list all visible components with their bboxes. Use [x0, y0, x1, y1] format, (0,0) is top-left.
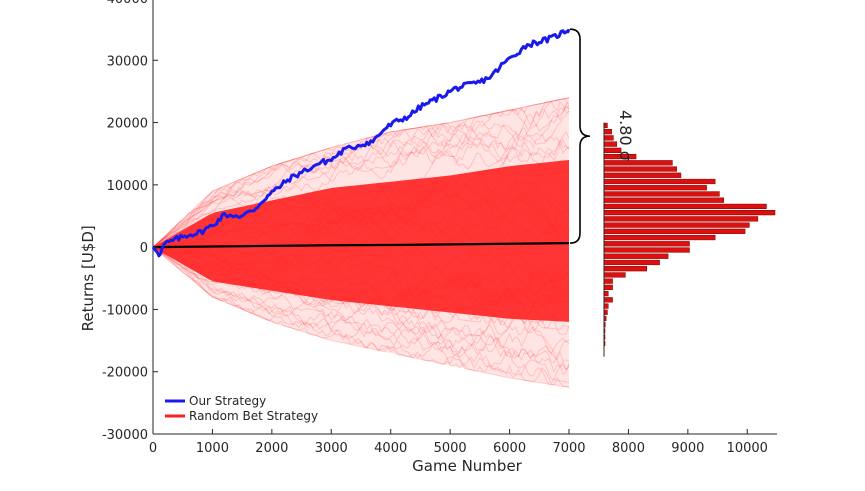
histogram-bar — [603, 228, 746, 234]
histogram-bar — [603, 309, 608, 315]
random-trace — [152, 110, 570, 248]
y-tick-label: 20000 — [107, 117, 148, 132]
histogram-bar — [603, 210, 776, 216]
legend: Our Strategy Random Bet Strategy — [165, 394, 318, 423]
histogram-bar — [603, 297, 613, 303]
our-strategy-line — [151, 28, 571, 258]
histogram-bar — [603, 203, 767, 210]
y-tick-label: -30000 — [102, 428, 148, 443]
x-tick-label: 6000 — [493, 441, 526, 456]
random-trace — [152, 105, 570, 248]
x-tick-label: 9000 — [671, 441, 704, 456]
histogram-bar — [603, 259, 660, 266]
x-tick-label: 1000 — [196, 441, 229, 456]
x-tick-label: 10000 — [727, 441, 768, 456]
random-trace — [152, 246, 570, 385]
y-tick-label: 0 — [140, 241, 148, 256]
histogram-bar — [603, 185, 707, 191]
random-trace — [152, 104, 570, 248]
random-trace — [152, 100, 570, 248]
random-trace — [152, 102, 570, 248]
x-tick-label: 7000 — [552, 441, 585, 456]
histogram-bar — [603, 129, 612, 135]
y-axis-label: Returns [U$D] — [79, 225, 97, 331]
y-tick-label: 10000 — [107, 179, 148, 194]
x-tick-label: 3000 — [315, 441, 348, 456]
x-tick-label: 0 — [149, 441, 157, 456]
random-trace — [152, 246, 570, 383]
sigma-annotation: 4.80 σ — [616, 110, 635, 161]
y-tick-label: 40000 — [107, 0, 148, 7]
histogram-bar — [603, 272, 626, 278]
histogram-bar — [603, 216, 759, 222]
x-axis-label: Game Number — [412, 457, 523, 475]
histogram-bar — [603, 234, 716, 241]
random-trace — [152, 246, 570, 388]
histogram-bar — [603, 166, 677, 172]
x-tick-label: 2000 — [255, 441, 288, 456]
histogram-bar — [603, 172, 682, 178]
histogram-bar — [603, 135, 614, 141]
y-tick-label: 30000 — [107, 54, 148, 69]
histogram-bar — [603, 266, 647, 272]
histogram-bar — [603, 141, 618, 147]
histogram-bar — [603, 284, 613, 290]
histogram-bar — [603, 222, 750, 228]
histogram-bar — [603, 160, 673, 166]
y-tick-label: -10000 — [102, 303, 148, 318]
histogram-bar — [603, 197, 724, 203]
random-mean-line — [152, 241, 570, 249]
histogram-bar — [603, 178, 716, 185]
random-trace — [152, 97, 570, 248]
histogram-bar — [603, 241, 690, 247]
histogram-bar — [603, 247, 690, 253]
histogram-bar — [603, 122, 608, 129]
x-tick-label: 4000 — [374, 441, 407, 456]
random-trace — [152, 97, 570, 248]
histogram-bar — [603, 253, 669, 259]
random-core-band — [153, 159, 569, 322]
histogram-bar — [603, 290, 609, 297]
random-trace — [152, 120, 570, 248]
histogram-bar — [603, 278, 613, 284]
sigma-brace — [569, 28, 591, 244]
x-tick-label: 5000 — [434, 441, 467, 456]
random-trace — [152, 138, 570, 248]
legend-label-our-strategy: Our Strategy — [189, 394, 266, 408]
random-trace — [152, 97, 570, 248]
random-trace — [152, 246, 570, 376]
legend-label-random-bet: Random Bet Strategy — [189, 409, 318, 423]
random-trace — [152, 246, 570, 388]
histogram-bar — [603, 191, 720, 197]
x-tick-label: 8000 — [612, 441, 645, 456]
random-trace — [152, 246, 570, 364]
y-tick-label: -20000 — [102, 366, 148, 381]
histogram-bar — [603, 303, 609, 309]
random-trace — [152, 246, 570, 358]
random-trace — [152, 246, 570, 360]
